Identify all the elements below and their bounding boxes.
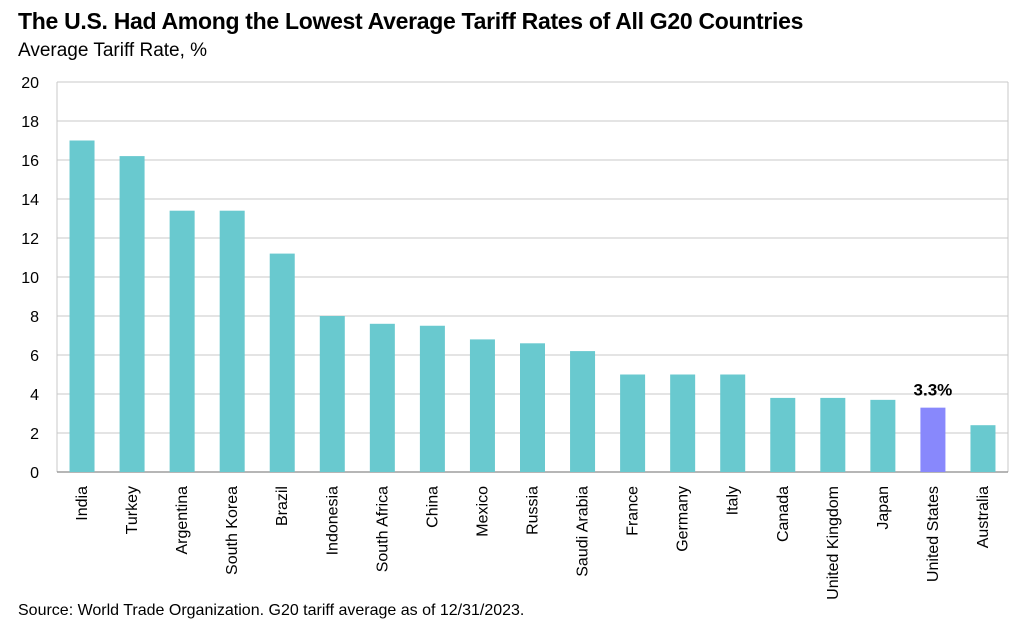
bar bbox=[119, 156, 145, 472]
x-tick-label: Turkey bbox=[124, 486, 141, 534]
y-tick-label: 4 bbox=[30, 387, 39, 404]
data-label: 3.3% bbox=[914, 381, 953, 400]
chart-title: The U.S. Had Among the Lowest Average Ta… bbox=[18, 8, 804, 34]
bar bbox=[520, 343, 545, 472]
bar bbox=[469, 339, 495, 472]
bar bbox=[620, 374, 646, 472]
source-note: Source: World Trade Organization. G20 ta… bbox=[18, 602, 525, 619]
y-tick-label: 6 bbox=[30, 348, 39, 365]
bar bbox=[169, 210, 195, 472]
bar bbox=[269, 253, 295, 472]
y-tick-label: 18 bbox=[21, 114, 39, 131]
bar bbox=[820, 397, 846, 472]
bar bbox=[219, 210, 245, 472]
x-tick-label: Canada bbox=[775, 486, 792, 542]
bar bbox=[369, 323, 395, 472]
x-tick-label: Saudi Arabia bbox=[575, 486, 592, 577]
annotations: 3.3% bbox=[914, 381, 953, 400]
bar bbox=[570, 351, 596, 472]
y-tick-label: 16 bbox=[21, 153, 39, 170]
x-tick-label: Germany bbox=[675, 486, 692, 552]
x-tick-label: China bbox=[424, 486, 441, 528]
x-tick-label: United States bbox=[925, 486, 942, 582]
bar-chart: 0 2 4 6 8 10 12 14 16 18 20 India Turkey Argentina So… bbox=[21, 75, 1009, 600]
x-tick-label: Mexico bbox=[474, 486, 491, 537]
y-tick-label: 10 bbox=[21, 270, 39, 287]
bar bbox=[319, 316, 345, 472]
x-tick-label: Indonesia bbox=[324, 486, 341, 555]
x-tick-label: France bbox=[625, 486, 642, 536]
x-tick-label: Italy bbox=[725, 486, 742, 515]
bar bbox=[970, 425, 996, 472]
bar bbox=[770, 397, 796, 472]
y-tick-label: 14 bbox=[21, 192, 39, 209]
bar bbox=[419, 325, 445, 472]
x-tick-label: United Kingdom bbox=[825, 486, 842, 600]
y-tick-label: 12 bbox=[21, 231, 39, 248]
y-tick-label: 2 bbox=[30, 426, 39, 443]
x-tick-label: India bbox=[74, 486, 91, 521]
x-tick-label: Australia bbox=[975, 486, 992, 548]
x-tick-label: Argentina bbox=[174, 486, 191, 555]
y-tick-label: 0 bbox=[30, 465, 39, 482]
x-tick-label: South Korea bbox=[224, 486, 241, 575]
bar bbox=[870, 399, 896, 472]
chart-subtitle: Average Tariff Rate, % bbox=[18, 40, 208, 61]
y-tick-labels: 0 2 4 6 8 10 12 14 16 18 20 bbox=[21, 75, 39, 482]
x-tick-labels: India Turkey Argentina South Korea Brazil Ind… bbox=[74, 486, 992, 600]
x-tick-label: Japan bbox=[875, 486, 892, 530]
bar bbox=[670, 374, 696, 472]
bar-highlighted bbox=[920, 407, 946, 472]
bar bbox=[720, 374, 746, 472]
bars bbox=[69, 140, 996, 472]
x-tick-label: Brazil bbox=[274, 486, 291, 526]
x-tick-label: South Africa bbox=[374, 486, 391, 572]
x-tick-label: Russia bbox=[525, 486, 542, 535]
y-tick-label: 20 bbox=[21, 75, 39, 92]
bar bbox=[69, 140, 95, 472]
y-tick-label: 8 bbox=[30, 309, 39, 326]
